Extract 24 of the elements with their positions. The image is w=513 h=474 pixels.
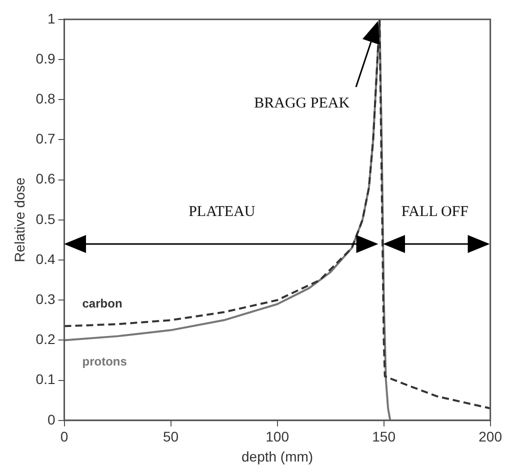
annotation: BRAGG PEAK [254, 96, 350, 112]
series-label: carbon [82, 296, 122, 310]
y-tick-label: 0.8 [36, 90, 56, 106]
line-series [64, 19, 490, 410]
y-tick-label: 0.7 [36, 130, 56, 147]
series-label: protons [82, 354, 128, 369]
annotation: PLATEAU [188, 204, 256, 220]
y-tick-label: 1 [47, 10, 56, 26]
x-tick-label: 50 [162, 428, 179, 445]
y-tick-label: 0.2 [36, 331, 56, 348]
y-tick-label: 0.9 [36, 50, 56, 66]
x-axis-title: depth (mm) [242, 448, 314, 464]
x-tick-label: 150 [372, 428, 396, 445]
y-tick-label: 0.6 [36, 170, 56, 187]
x-tick-label: 0 [60, 428, 68, 445]
y-tick-label: 0.5 [36, 210, 56, 227]
y-tick-label: 0.4 [36, 250, 56, 267]
y-tick-label: 0.3 [36, 290, 56, 307]
annotation: FALL OFF [401, 204, 468, 220]
y-tick-label: 0 [47, 411, 56, 428]
x-tick-label: 200 [478, 428, 502, 445]
y-tick-label: 0.1 [36, 371, 56, 388]
y-axis-title: Relative dose [11, 177, 28, 262]
x-tick-label: 100 [266, 428, 290, 445]
